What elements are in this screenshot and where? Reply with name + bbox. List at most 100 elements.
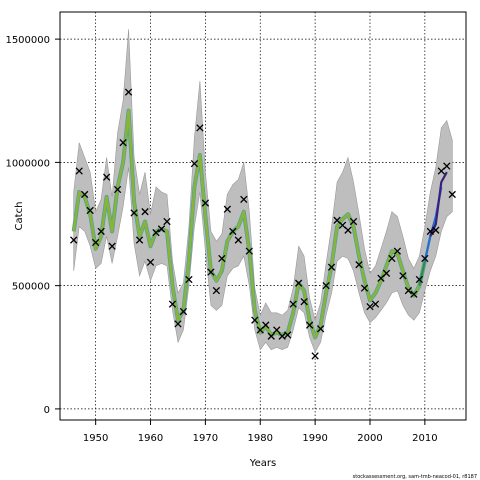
marker-stroke [410,290,418,298]
marker-stroke [311,352,319,360]
marker-stroke [135,236,144,244]
marker-stroke [366,302,374,311]
y-axis-title: Catch [14,202,25,231]
marker-stroke [355,261,363,269]
marker-stroke [75,167,83,175]
observed-point [289,300,297,308]
marker-stroke [333,216,341,224]
observed-point [273,326,281,334]
marker-stroke [338,221,347,229]
marker-stroke [448,190,456,199]
marker-stroke [415,275,424,284]
observed-point [130,209,138,217]
observed-point [229,227,237,236]
observed-point [97,227,105,236]
marker-stroke [432,226,440,234]
marker-stroke [240,195,248,204]
y-tick-label: 1000000 [5,158,50,169]
observed-point [300,298,308,306]
footer-credit: stockassessment.org, sam-tmb-neacod-01, … [353,474,477,480]
observed-point [443,162,451,170]
y-tick-label: 1500000 [5,35,50,46]
marker-stroke [102,173,111,181]
marker-stroke [426,227,434,236]
observed-point [141,208,149,216]
marker-stroke [245,247,253,255]
marker-stroke [267,332,275,340]
marker-stroke [218,254,226,263]
marker-stroke [113,185,122,194]
observed-point [415,275,424,284]
uncertainty-band [73,29,453,353]
x-tick-label: 2010 [412,433,437,444]
marker-stroke [196,124,204,132]
marker-stroke [174,320,182,328]
marker-stroke [179,307,188,316]
observed-point [70,236,78,244]
observed-point [124,88,133,96]
marker-stroke [86,206,94,215]
observed-point [393,247,402,255]
marker-stroke [251,316,259,324]
observed-point [174,320,182,328]
marker-stroke [327,263,336,271]
observed-point [426,227,434,236]
observed-point [327,263,336,271]
marker-stroke [234,236,242,244]
marker-stroke [70,236,78,244]
observed-point [135,236,144,244]
observed-point [421,254,429,263]
marker-stroke [157,225,166,233]
observed-point [404,286,413,295]
marker-stroke [295,279,303,287]
observed-point [360,284,369,292]
observed-points [70,88,456,360]
marker-stroke [388,254,396,263]
marker-stroke [185,275,193,284]
observed-point [322,281,330,290]
marker-stroke [289,300,297,308]
observed-point [410,290,418,298]
marker-stroke [212,286,221,295]
marker-stroke [130,209,138,217]
observed-point [316,325,325,333]
observed-point [432,226,440,234]
observed-point [146,258,155,266]
observed-point [245,247,253,255]
marker-stroke [278,332,286,340]
marker-stroke [284,331,292,339]
observed-point [267,332,275,340]
marker-stroke [168,300,177,308]
marker-stroke [152,228,160,237]
observed-point [102,173,111,181]
observed-point [157,225,166,233]
observed-point [185,275,193,284]
marker-stroke [223,205,231,213]
retro-line [429,171,448,237]
marker-stroke [404,286,413,295]
x-axis-title: Years [249,458,276,469]
observed-point [399,272,407,280]
marker-stroke [316,325,325,333]
observed-point [311,352,319,360]
x-tick-label: 2000 [357,433,382,444]
plot-frame [59,11,467,421]
observed-point [152,228,160,237]
marker-stroke [163,217,171,226]
confidence-band [73,29,453,353]
marker-stroke [443,162,451,170]
observed-point [92,238,100,247]
observed-point [349,217,358,226]
y-tick-label: 0 [44,405,50,416]
x-tick-label: 1960 [138,433,163,444]
marker-stroke [300,298,308,306]
marker-stroke [201,199,210,207]
observed-point [218,254,226,263]
marker-stroke [119,138,127,147]
observed-point [113,185,122,194]
observed-point [371,300,380,308]
marker-stroke [146,258,155,266]
observed-point [212,286,221,295]
observed-point [382,269,391,277]
